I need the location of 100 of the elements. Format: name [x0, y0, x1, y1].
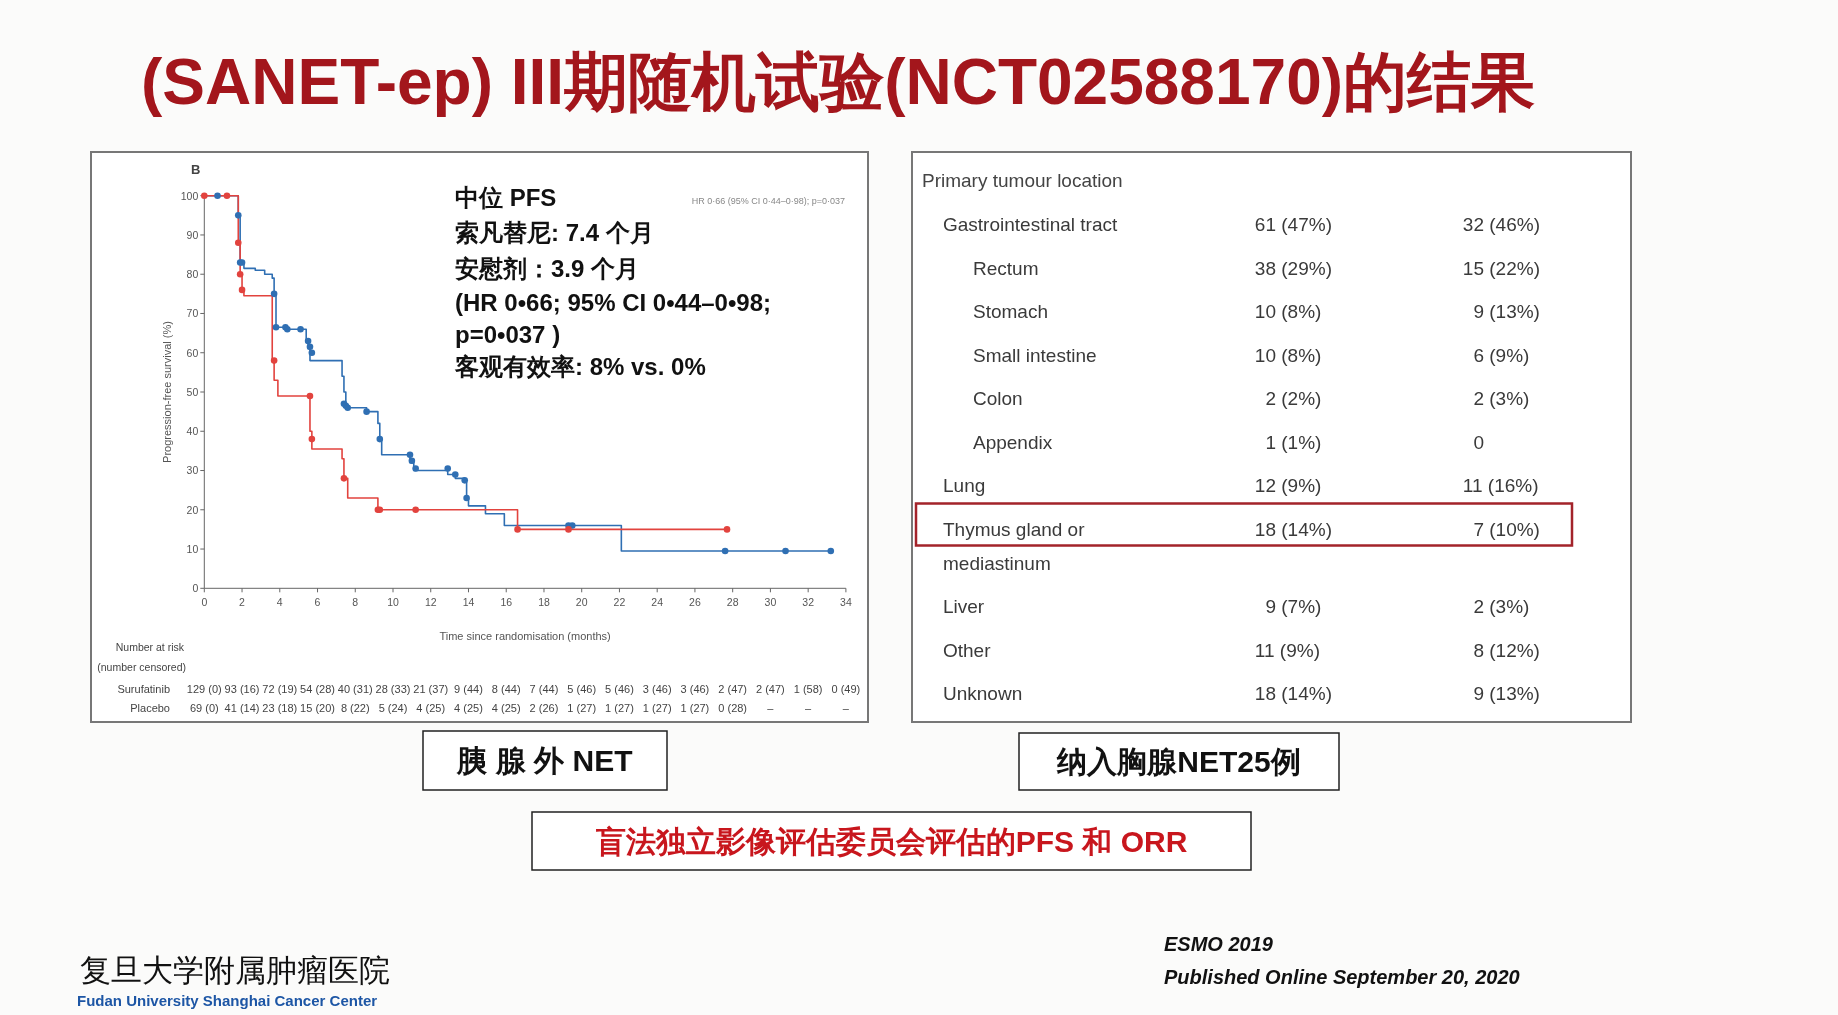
chart-title: (SANET-ep) III期随机试验(NCT02588170)的结果: [141, 46, 1536, 118]
text: 28 (33): [375, 683, 411, 695]
x-tick-label: 6: [314, 596, 321, 609]
x-tick-label: 12: [424, 596, 437, 609]
x-tick-label: 14: [462, 596, 475, 609]
text: 1 (27): [605, 702, 634, 714]
data-label: 2 (3%): [1473, 596, 1530, 617]
text: 复旦大学附属肿瘤医院: [80, 953, 390, 988]
text: 5 (24): [378, 702, 408, 714]
text: ESMO 2019: [1164, 933, 1274, 955]
text: Fudan University Shanghai Cancer Center: [77, 992, 378, 1009]
x-tick-label: 22: [613, 596, 626, 609]
y-tick-label: 0: [192, 582, 199, 595]
text: 0 (49): [831, 683, 861, 695]
y-tick-label: 10: [186, 542, 199, 555]
text: 15 (20): [300, 702, 335, 714]
annotation: 索凡替尼: 7.4 个月: [455, 219, 654, 246]
x-tick-label: 8: [352, 596, 359, 609]
text: 盲法独立影像评估委员会评估的PFS 和 ORR: [594, 824, 1188, 858]
data-label: 32 (46%): [1462, 214, 1540, 235]
data-label: 8 (12%): [1473, 639, 1540, 661]
text: 纳入胸腺NET25例: [1056, 745, 1301, 779]
data-label: 10 (8%): [1254, 301, 1322, 322]
text: 2 (26): [529, 702, 559, 714]
x-tick-label: 0: [201, 596, 208, 609]
y-tick-label: 20: [186, 503, 199, 516]
text: Placebo: [130, 702, 170, 714]
annotation: HR 0·66 (95% CI 0·44–0·98); p=0·037: [691, 196, 845, 206]
category-label: Small intestine: [973, 344, 1097, 366]
x-tick-label: 26: [689, 596, 701, 609]
x-axis-title: Time since randomisation (months): [439, 630, 611, 642]
y-tick-label: 50: [186, 385, 199, 398]
text: Number at risk: [115, 641, 185, 653]
data-label: 9 (7%): [1265, 596, 1322, 617]
text: 1 (27): [642, 702, 672, 714]
text: (number censored): [97, 661, 186, 673]
data-label: 6 (9%): [1473, 344, 1530, 366]
text: 4 (25): [491, 702, 521, 714]
text: 72 (19): [262, 683, 298, 695]
x-tick-label: 24: [651, 596, 664, 609]
data-label: 15 (22%): [1462, 257, 1540, 279]
annotation: 客观有效率: 8% vs. 0%: [454, 353, 706, 380]
data-label: 10 (8%): [1254, 344, 1322, 366]
annotation: 中位 PFS: [455, 184, 557, 211]
text: 7 (44): [529, 683, 559, 695]
text: 2 (47): [718, 683, 748, 695]
text: 8 (22): [340, 702, 370, 714]
data-label: 9 (13%): [1473, 301, 1540, 322]
y-axis-title: Progression-free survival (%): [161, 321, 173, 463]
data-label: 18 (14%): [1254, 518, 1332, 540]
data-label: 11 (16%): [1462, 475, 1539, 496]
data-label: 9 (13%): [1473, 683, 1540, 704]
text: 9 (44): [454, 683, 483, 695]
x-tick-label: 32: [802, 596, 815, 609]
annotation: p=0•037 ): [455, 321, 561, 348]
y-tick-label: 60: [186, 346, 199, 359]
text: 23 (18): [262, 702, 298, 714]
annotation: (HR 0•66; 95% CI 0•44–0•98;: [455, 289, 772, 316]
category-label: Appendix: [973, 431, 1053, 453]
text: 54 (28): [300, 683, 335, 695]
x-tick-label: 18: [538, 596, 550, 609]
x-tick-label: 20: [575, 596, 588, 609]
text: 3 (46): [642, 683, 672, 695]
category-label: Lung: [943, 475, 986, 496]
text: 4 (25): [454, 702, 483, 714]
x-tick-label: 30: [764, 596, 777, 609]
y-tick-label: 100: [180, 189, 199, 202]
category-label: Colon: [973, 388, 1023, 409]
x-tick-label: 4: [276, 596, 283, 609]
text: 2 (47): [756, 683, 785, 695]
y-tick-label: 90: [186, 228, 199, 241]
x-tick-label: 28: [726, 596, 739, 609]
data-label: 2 (2%): [1265, 388, 1322, 409]
category-label: Rectum: [973, 257, 1039, 279]
data-label: 61 (47%): [1254, 214, 1332, 235]
text: –: [842, 702, 850, 714]
y-tick-label: 70: [186, 307, 199, 320]
text: 8 (44): [491, 683, 521, 695]
text: 40 (31): [337, 683, 373, 695]
category-label: Gastrointestinal tract: [943, 214, 1118, 235]
data-label: 1 (1%): [1265, 431, 1322, 453]
y-tick-label: 40: [186, 425, 199, 438]
text: 胰 腺 外 NET: [456, 744, 633, 778]
data-label: 7 (10%): [1473, 518, 1540, 540]
category-label: Liver: [943, 596, 985, 617]
data-label: 38 (29%): [1254, 257, 1332, 279]
text: 1 (58): [793, 683, 823, 695]
text: B: [191, 162, 201, 177]
y-tick-label: 80: [186, 268, 199, 281]
text: 5 (46): [567, 683, 597, 695]
category-label: Other: [943, 639, 992, 661]
x-tick-label: 2: [239, 596, 246, 609]
text: –: [805, 702, 813, 714]
x-tick-label: 34: [840, 596, 852, 609]
x-tick-label: 16: [500, 596, 513, 609]
text: 41 (14): [224, 702, 260, 714]
data-label: 18 (14%): [1254, 683, 1332, 704]
text: –: [767, 702, 775, 714]
text: 3 (46): [680, 683, 710, 695]
data-label: 11 (9%): [1254, 639, 1320, 661]
